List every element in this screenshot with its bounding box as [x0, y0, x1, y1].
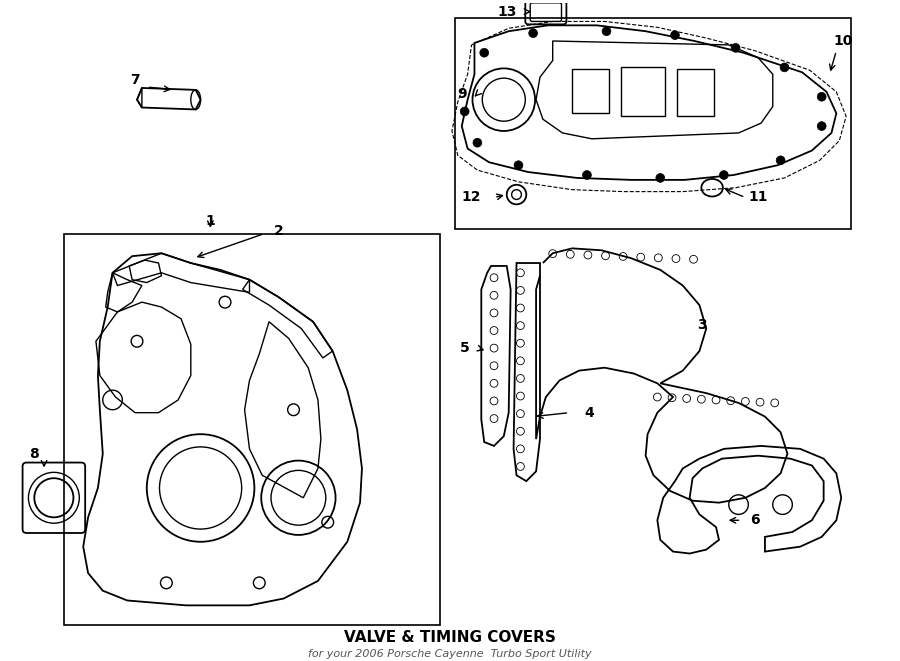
Text: 6: 6 [751, 513, 760, 527]
Circle shape [528, 29, 537, 38]
Text: 2: 2 [274, 223, 284, 238]
Text: for your 2006 Porsche Cayenne  Turbo Sport Utility: for your 2006 Porsche Cayenne Turbo Spor… [308, 649, 592, 659]
Circle shape [473, 138, 482, 147]
Bar [64, 234, 440, 625]
Text: 9: 9 [457, 87, 466, 101]
Text: 4: 4 [584, 406, 594, 420]
Text: 8: 8 [30, 447, 40, 461]
Text: 12: 12 [462, 190, 482, 204]
Text: 11: 11 [749, 190, 768, 204]
Text: 7: 7 [130, 73, 140, 87]
Text: 13: 13 [497, 5, 517, 19]
Circle shape [602, 27, 611, 36]
Circle shape [582, 171, 591, 179]
Text: 3: 3 [698, 318, 707, 332]
Text: VALVE & TIMING COVERS: VALVE & TIMING COVERS [344, 630, 556, 645]
Circle shape [719, 171, 728, 179]
Bar [677, 69, 714, 116]
Bar [621, 67, 665, 116]
Circle shape [731, 44, 740, 52]
Circle shape [776, 156, 785, 165]
Circle shape [460, 107, 469, 116]
Text: 1: 1 [205, 214, 215, 228]
Text: 5: 5 [460, 341, 470, 355]
Circle shape [480, 48, 489, 57]
Circle shape [670, 30, 680, 40]
Text: 10: 10 [833, 34, 853, 48]
Circle shape [656, 174, 665, 182]
Circle shape [817, 93, 826, 101]
Bar [454, 19, 851, 229]
Bar [572, 69, 609, 114]
Circle shape [514, 161, 523, 170]
Circle shape [817, 122, 826, 130]
Circle shape [780, 63, 789, 72]
